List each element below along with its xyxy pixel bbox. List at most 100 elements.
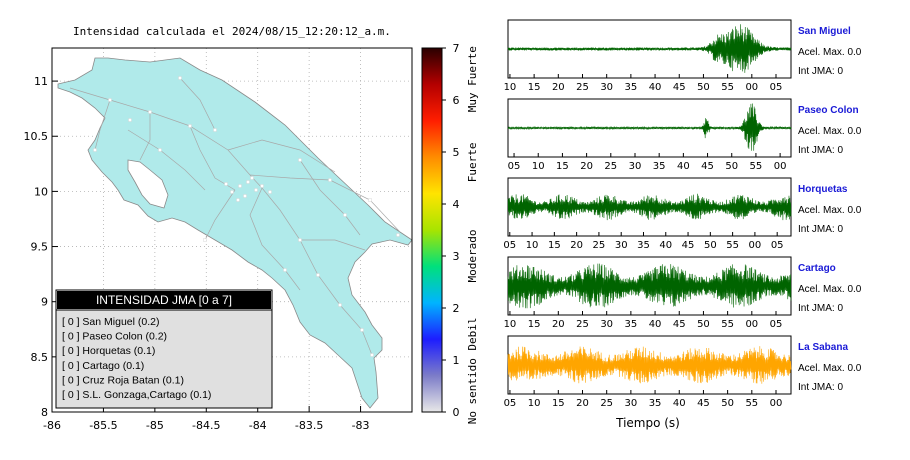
trace-tick-label: 35 [649,398,662,409]
map-y-tick-label: 9 [41,296,48,309]
trace-tick-label: 20 [552,82,565,93]
trace-tick-label: 10 [528,398,541,409]
trace-tick-label: 45 [697,398,710,409]
trace-tick-label: 35 [625,319,638,330]
map-x-tick-label: -84.5 [192,419,220,432]
station-name: Paseo Colon [798,105,859,116]
trace-tick-label: 25 [593,240,606,251]
colorbar-tick-label: 7 [453,42,460,55]
legend-item: [ 0 ] Paseo Colon (0.2) [62,331,167,343]
trace-tick-label: 30 [615,240,628,251]
trace-tick-label: 50 [721,398,734,409]
trace-tick-label: 35 [653,161,666,172]
trace-tick-label: 25 [576,82,589,93]
trace-tick-label: 30 [629,161,642,172]
trace-tick-label: 40 [659,240,672,251]
trace-tick-label: 30 [600,82,613,93]
colorbar-category-label: Debil [466,317,479,350]
trace-tick-label: 40 [649,82,662,93]
trace-tick-label: 20 [552,319,565,330]
station-intensity: Int JMA: 0 [798,382,843,393]
station-name: Cartago [798,263,836,274]
trace-tick-label: 00 [770,398,783,409]
station-accel: Acel. Max. 0.0 [798,363,862,374]
station-intensity: Int JMA: 0 [798,66,843,77]
trace-tick-label: 20 [580,161,593,172]
trace-tick-label: 35 [625,82,638,93]
seismogram-trace [507,193,792,221]
map-x-tick-label: -85.5 [89,419,117,432]
trace-tick-label: 55 [745,398,758,409]
station-intensity: Int JMA: 0 [798,145,843,156]
legend-title: INTENSIDAD JMA [0 a 7] [96,293,232,307]
trace-tick-label: 20 [576,398,589,409]
trace-tick-label: 55 [721,82,734,93]
intensity-legend: INTENSIDAD JMA [0 a 7] [ 0 ] San Miguel … [55,289,273,409]
station-name: La Sabana [798,342,848,353]
trace-tick-label: 50 [697,319,710,330]
trace-tick-label: 15 [556,161,569,172]
trace-tick-label: 05 [770,319,783,330]
station-accel: Acel. Max. 0.0 [798,284,862,295]
map-x-tick-label: -86 [43,419,61,432]
station-accel: Acel. Max. 0.0 [798,126,862,137]
colorbar-tick-label: 2 [453,302,460,315]
trace-tick-label: 05 [504,398,517,409]
trace-tick-label: 45 [682,240,695,251]
map-y-tick-label: 11 [34,75,48,88]
map-y-tick-label: 10 [34,185,48,198]
trace-tick-label: 00 [745,319,758,330]
trace-tick-label: 05 [503,240,516,251]
map-x-tick-label: -83.5 [295,419,323,432]
trace-tick-label: 50 [725,161,738,172]
trace-tick-label: 25 [604,161,617,172]
seismogram-trace [507,24,792,73]
trace-tick-label: 25 [600,398,613,409]
trace-tick-label: 05 [508,161,521,172]
trace-panel: 10 15 20 25 30 35 40 45 50 55 00 05 Cartago Acel. Max… [504,256,862,330]
trace-tick-label: 55 [726,240,739,251]
map-x-tick-label: -85 [146,419,164,432]
trace-tick-label: 40 [673,398,686,409]
trace-tick-label: 50 [704,240,717,251]
trace-tick-label: 10 [532,161,545,172]
trace-tick-label: 15 [548,240,561,251]
trace-tick-label: 30 [600,319,613,330]
trace-panel: 05 10 15 20 25 30 35 40 45 50 55 00 La Sabana Acel. M… [504,335,862,409]
legend-item: [ 0 ] Cruz Roja Batan (0.1) [62,374,184,386]
trace-panel: 05 10 15 20 25 30 35 40 45 50 55 00 Paseo Colon Acel.… [507,98,862,172]
seismogram-panels: 10 15 20 25 30 35 40 45 50 55 00 05 San Miguel Acel. … [503,19,862,409]
trace-tick-label: 20 [570,240,583,251]
seismogram-trace [507,263,792,309]
colorbar-tick-label: 4 [453,198,460,211]
trace-tick-label: 05 [770,82,783,93]
colorbar-tick-label: 3 [453,250,460,263]
trace-tick-label: 15 [528,82,541,93]
legend-item: [ 0 ] Cartago (0.1) [62,360,144,372]
trace-tick-label: 15 [552,398,565,409]
trace-tick-label: 10 [504,82,517,93]
map-x-tick-label: -83 [352,419,370,432]
trace-tick-label: 10 [504,319,517,330]
colorbar-tick-label: 5 [453,146,460,159]
trace-tick-label: 30 [625,398,638,409]
trace-tick-label: 25 [576,319,589,330]
trace-tick-label: 55 [750,161,763,172]
station-name: Horquetas [798,184,848,195]
trace-tick-label: 00 [749,240,762,251]
station-name: San Miguel [798,26,851,37]
map-title: Intensidad calculada el 2024/08/15_12:20… [73,25,391,38]
trace-tick-label: 05 [771,240,784,251]
trace-panel: 10 15 20 25 30 35 40 45 50 55 00 05 San Miguel Acel. … [504,19,862,93]
trace-tick-label: 40 [677,161,690,172]
map-y-tick-label: 10.5 [24,130,49,143]
legend-item: [ 0 ] S.L. Gonzaga,Cartago (0.1) [62,389,211,401]
colorbar-category-label: No sentido [466,358,479,424]
colorbar-category-label: Muy Fuerte [466,46,479,112]
map-x-tick-label: -84 [249,419,267,432]
colorbar-category-label: Moderado [466,230,479,283]
trace-panel: 05 10 15 20 25 30 35 40 45 50 55 00 05 Horquetas Acel.… [503,177,862,251]
nicoya-gulf-water [127,159,169,209]
colorbar-category-label: Fuerte [466,143,479,183]
station-accel: Acel. Max. 0.0 [798,47,862,58]
